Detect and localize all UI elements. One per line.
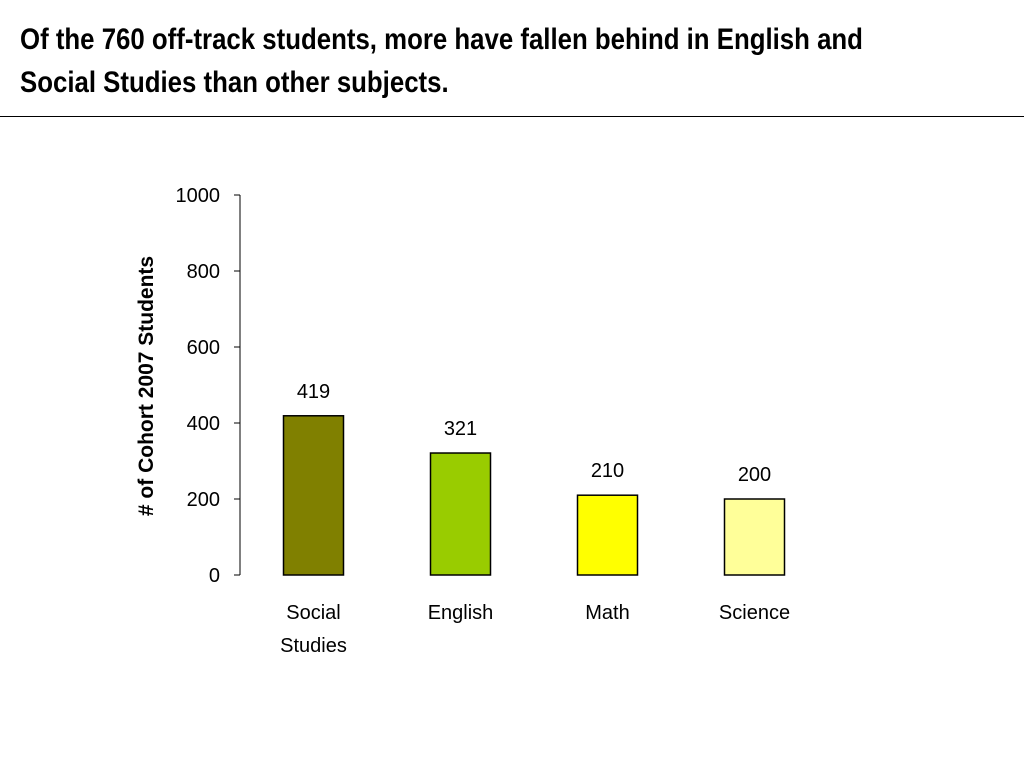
y-tick-label: 600 xyxy=(187,337,220,359)
x-category-label: Math xyxy=(585,602,629,624)
bar xyxy=(576,494,639,576)
y-axis-title: # of Cohort 2007 Students xyxy=(135,256,158,516)
data-label: 200 xyxy=(738,464,771,486)
x-category-label: Science xyxy=(719,602,790,624)
data-label: 321 xyxy=(444,418,477,440)
y-tick-label: 400 xyxy=(187,413,220,435)
slide-title-line-1: Of the 760 off-track students, more have… xyxy=(20,23,863,56)
x-category-label: Studies xyxy=(280,635,347,657)
y-tick-label: 200 xyxy=(187,489,220,511)
slide-title-line-2: Social Studies than other subjects. xyxy=(20,66,449,99)
bar xyxy=(723,498,786,576)
data-label: 210 xyxy=(591,460,624,482)
data-label: 419 xyxy=(297,381,330,403)
title-divider xyxy=(0,116,1024,117)
slide-title: Of the 760 off-track students, more have… xyxy=(20,18,880,104)
x-category-label: Social xyxy=(286,602,340,624)
x-category-label: English xyxy=(428,602,494,624)
y-tick-label: 800 xyxy=(187,261,220,283)
y-tick-label: 0 xyxy=(209,565,220,587)
bar xyxy=(429,452,492,576)
y-tick-label: 1000 xyxy=(176,185,221,207)
bar xyxy=(282,415,345,576)
